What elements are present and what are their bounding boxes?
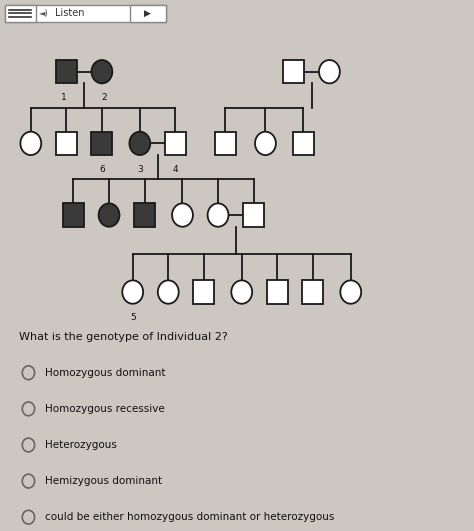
- Circle shape: [319, 60, 340, 83]
- FancyBboxPatch shape: [91, 132, 112, 155]
- FancyBboxPatch shape: [267, 280, 288, 304]
- Circle shape: [22, 510, 35, 524]
- Circle shape: [129, 132, 150, 155]
- Circle shape: [208, 203, 228, 227]
- Circle shape: [158, 280, 179, 304]
- FancyBboxPatch shape: [5, 5, 166, 22]
- Text: 4: 4: [173, 165, 178, 174]
- FancyBboxPatch shape: [302, 280, 323, 304]
- Text: Hemizygous dominant: Hemizygous dominant: [45, 476, 162, 486]
- Text: Heterozygous: Heterozygous: [45, 440, 117, 450]
- Circle shape: [20, 132, 41, 155]
- Text: 1: 1: [61, 93, 67, 102]
- Circle shape: [172, 203, 193, 227]
- FancyBboxPatch shape: [165, 132, 186, 155]
- Circle shape: [22, 366, 35, 380]
- FancyBboxPatch shape: [193, 280, 214, 304]
- Circle shape: [255, 132, 276, 155]
- FancyBboxPatch shape: [283, 60, 304, 83]
- Text: Homozygous dominant: Homozygous dominant: [45, 368, 165, 378]
- Circle shape: [91, 60, 112, 83]
- Text: What is the genotype of Individual 2?: What is the genotype of Individual 2?: [19, 332, 228, 342]
- FancyBboxPatch shape: [243, 203, 264, 227]
- Text: Homozygous recessive: Homozygous recessive: [45, 404, 165, 414]
- Text: 3: 3: [137, 165, 143, 174]
- Text: 5: 5: [130, 313, 136, 322]
- Circle shape: [99, 203, 119, 227]
- Circle shape: [22, 438, 35, 452]
- Text: 2: 2: [101, 93, 107, 102]
- FancyBboxPatch shape: [63, 203, 84, 227]
- Circle shape: [122, 280, 143, 304]
- FancyBboxPatch shape: [134, 203, 155, 227]
- Circle shape: [340, 280, 361, 304]
- Text: ◄): ◄): [39, 9, 49, 18]
- Text: 6: 6: [99, 165, 105, 174]
- Text: ▶: ▶: [145, 9, 151, 18]
- FancyBboxPatch shape: [293, 132, 314, 155]
- FancyBboxPatch shape: [215, 132, 236, 155]
- FancyBboxPatch shape: [56, 132, 77, 155]
- Text: could be either homozygous dominant or heterozygous: could be either homozygous dominant or h…: [45, 512, 334, 522]
- FancyBboxPatch shape: [130, 5, 166, 22]
- FancyBboxPatch shape: [5, 5, 36, 22]
- Circle shape: [22, 474, 35, 488]
- Circle shape: [231, 280, 252, 304]
- Circle shape: [22, 402, 35, 416]
- FancyBboxPatch shape: [56, 60, 77, 83]
- Text: Listen: Listen: [55, 8, 84, 18]
